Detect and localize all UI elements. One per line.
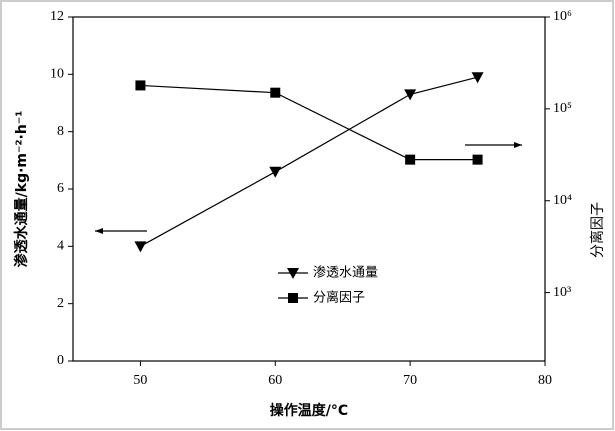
marker (405, 154, 416, 165)
marker (472, 154, 483, 165)
y-tick-label: 4 (57, 239, 64, 254)
arrow-left (95, 228, 147, 234)
legend-label: 分离因子 (313, 290, 365, 306)
x-tick-label: 60 (268, 373, 282, 388)
y-tick-label: 10 (50, 67, 64, 82)
x-axis-label: 操作温度/°C (270, 402, 348, 419)
plot-frame (72, 16, 546, 362)
y-tick-label: 0 (57, 353, 64, 368)
arrow-right (465, 142, 522, 148)
marker (288, 293, 298, 303)
marker (134, 241, 147, 253)
series-line (140, 76, 478, 247)
y2-tick-label: 10⁶ (553, 9, 572, 24)
y2-tick-label: 10⁴ (553, 193, 572, 208)
y2-axis-label: 分离因子 (589, 202, 606, 258)
marker (471, 72, 484, 84)
x-tick-label: 50 (133, 373, 147, 388)
y-tick-label: 6 (57, 181, 64, 196)
marker (404, 89, 417, 101)
y-tick-label: 8 (57, 124, 64, 139)
marker (270, 87, 281, 98)
x-tick-label: 80 (538, 373, 552, 388)
y2-tick-label: 10³ (553, 285, 571, 300)
y2-tick-label: 10⁵ (553, 101, 572, 116)
x-tick-label: 70 (403, 373, 417, 388)
marker (135, 80, 146, 91)
y-axis-label: 渗透水通量/kg·m⁻²·h⁻¹ (13, 111, 30, 268)
marker (269, 166, 282, 178)
series-line (140, 84, 478, 161)
marker (287, 268, 299, 279)
y-tick-label: 2 (57, 296, 64, 311)
y-tick-label: 12 (50, 9, 64, 24)
legend-label: 渗透水通量 (313, 266, 378, 281)
